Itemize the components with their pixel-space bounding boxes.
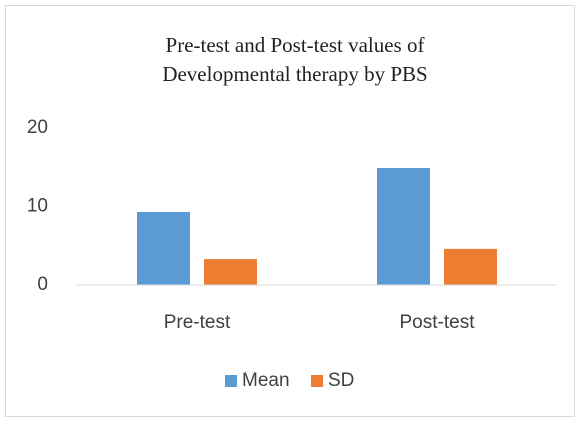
x-tick-label: Post-test <box>400 312 476 333</box>
legend-swatch <box>225 375 237 387</box>
bar <box>377 168 430 285</box>
chart-title: Developmental therapy by PBS <box>162 62 427 86</box>
bar <box>204 259 257 285</box>
legend-label: SD <box>328 370 354 391</box>
chart-frame <box>5 5 575 417</box>
x-tick-label: Pre-test <box>164 312 231 333</box>
legend-label: Mean <box>242 370 290 391</box>
chart-title: Pre-test and Post-test values of <box>166 33 425 57</box>
y-tick-label: 20 <box>27 117 48 138</box>
legend-swatch <box>311 375 323 387</box>
y-tick-label: 10 <box>27 196 48 217</box>
bar <box>444 248 497 285</box>
bar <box>137 211 190 285</box>
y-tick-label: 0 <box>37 274 48 295</box>
